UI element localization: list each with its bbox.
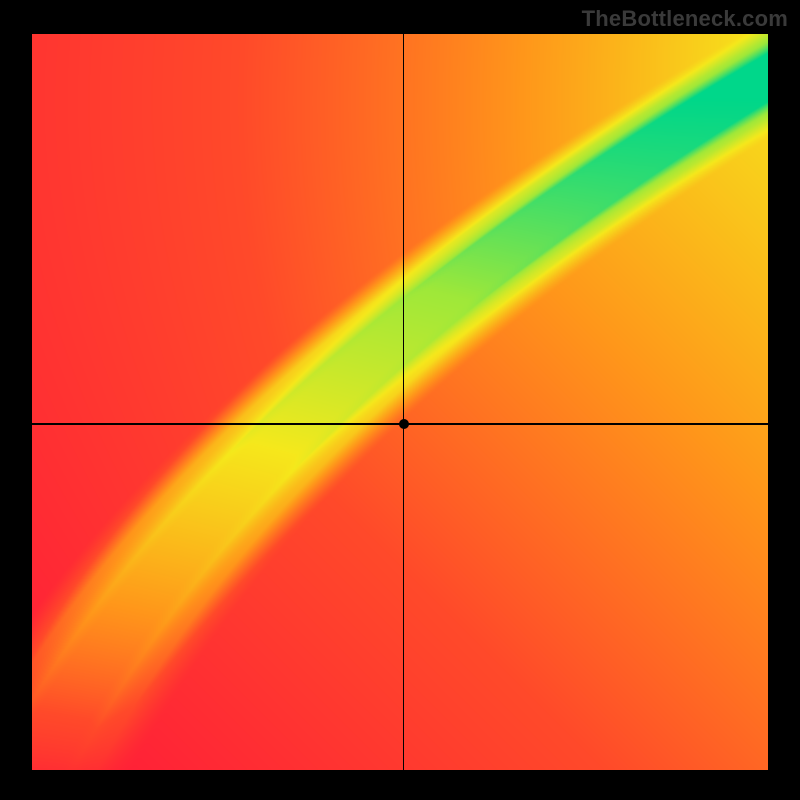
crosshair-marker (399, 419, 409, 429)
watermark-text: TheBottleneck.com (582, 6, 788, 32)
chart-frame: TheBottleneck.com (0, 0, 800, 800)
crosshair-vertical (403, 34, 405, 770)
heatmap-canvas (32, 34, 768, 770)
heatmap-plot (32, 34, 768, 770)
